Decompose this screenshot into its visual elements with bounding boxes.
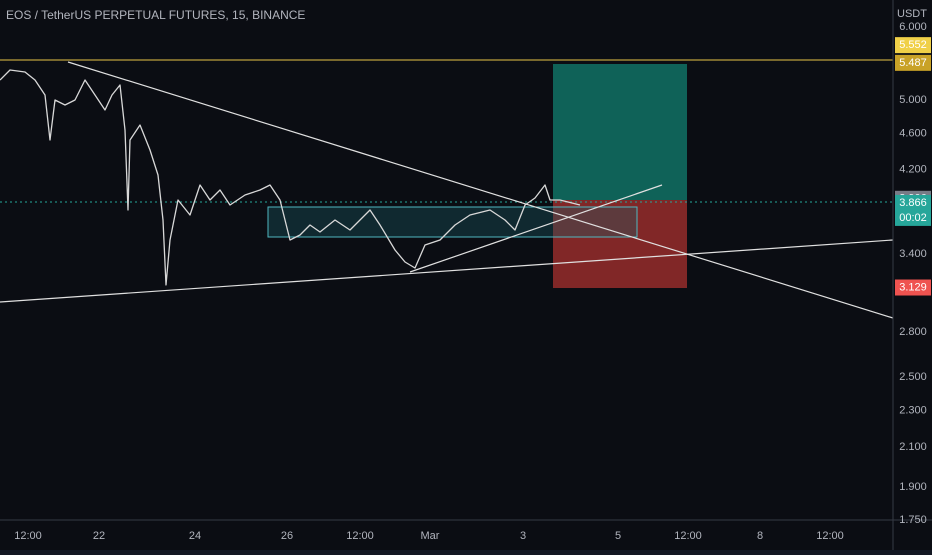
- range-box: [267, 206, 638, 238]
- price-tag-bg: [895, 279, 931, 296]
- time-label: 26: [281, 530, 293, 542]
- price-tag-label: 3.129: [899, 281, 927, 293]
- price-tag-label: 5.552: [899, 39, 927, 51]
- price-tag-label: 5.487: [899, 57, 927, 69]
- price-label: 1.900: [899, 481, 927, 493]
- chart-title: EOS / TetherUS PERPETUAL FUTURES, 15, BI…: [6, 8, 305, 22]
- price-label: 2.500: [899, 371, 927, 383]
- time-label: 24: [189, 530, 201, 542]
- long-target-zone: [553, 64, 687, 200]
- price-label: 4.200: [899, 164, 927, 176]
- time-label: 8: [757, 530, 763, 542]
- currency: USDT: [897, 8, 927, 20]
- price-tag: 3.129: [895, 279, 931, 296]
- time-label: 12:00: [816, 530, 844, 542]
- price-label: 5.000: [899, 94, 927, 106]
- countdown: 00:02: [899, 212, 927, 224]
- time-label: 12:00: [674, 530, 702, 542]
- price-label: 1.750: [899, 514, 927, 526]
- price-tag: 5.487: [895, 54, 931, 71]
- trend-line: [0, 239, 894, 303]
- price-path: [0, 69, 581, 286]
- time-label: Mar: [421, 530, 440, 542]
- time-label: 5: [615, 530, 621, 542]
- price-label: 2.800: [899, 326, 927, 338]
- time-label: 22: [93, 530, 105, 542]
- trend-line: [67, 61, 894, 319]
- time-label: 3: [520, 530, 526, 542]
- price-tag-bg: [895, 194, 931, 226]
- price-label: 2.300: [899, 405, 927, 417]
- price-tag-bg: [895, 37, 931, 54]
- trend-line: [409, 184, 663, 273]
- price-tag: 3.866 00:02: [895, 194, 931, 226]
- price-tag-bg: [895, 54, 931, 71]
- price-label: 3.400: [899, 248, 927, 260]
- price-tag: 5.552: [895, 37, 931, 54]
- price-label: 4.600: [899, 127, 927, 139]
- price-tag-label: 3.866: [899, 197, 927, 209]
- price-label: 2.100: [899, 441, 927, 453]
- price-axis-panel: [893, 0, 932, 550]
- time-label: 12:00: [14, 530, 42, 542]
- time-label: 12:00: [346, 530, 374, 542]
- price-label: 6.000: [899, 21, 927, 33]
